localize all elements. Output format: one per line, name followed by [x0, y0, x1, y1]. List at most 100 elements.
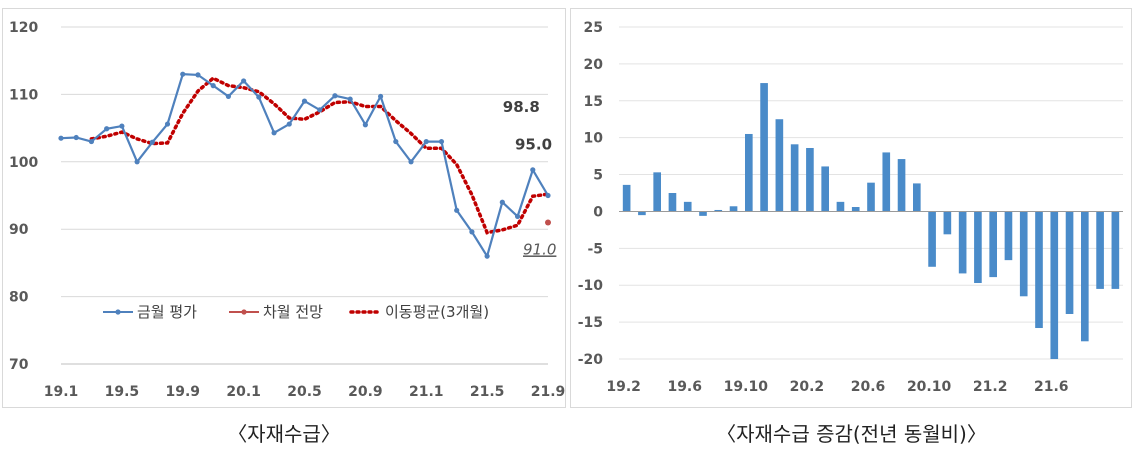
x-tick-label: 19.2: [606, 379, 641, 395]
bar: [1004, 211, 1013, 261]
x-tick-label: 19.6: [667, 379, 702, 395]
bar: [638, 211, 646, 216]
bar: [729, 206, 738, 212]
y-tick-label: -10: [578, 278, 604, 294]
series-monthly-point: [180, 71, 186, 77]
series-monthly-point: [347, 96, 353, 102]
bar-chart: -20 -15 -10 -5 0 5 10 15 20 25 19.2 19.6 19.10 20.2 20…: [578, 20, 1123, 395]
y-tick-label: 70: [9, 357, 29, 373]
bar: [683, 201, 692, 212]
series-monthly-point: [195, 72, 201, 78]
series-monthly-point: [286, 121, 292, 127]
y-tick-label: 120: [9, 20, 38, 36]
legend-moving-average-label: 이동평균(3개월): [385, 303, 489, 321]
line-chart: 70 80 90 100 110 120 19.1 19.5 19.9 20.1 20.5 20.9 2…: [9, 20, 566, 400]
series-monthly-point: [469, 229, 475, 235]
x-tick-label: 20.5: [287, 384, 322, 400]
y-tick-label: 110: [9, 87, 38, 103]
series-monthly-point: [393, 138, 399, 145]
y-tick-label: -15: [578, 315, 603, 331]
y-tick-label: 80: [9, 290, 29, 306]
y-tick-label: 20: [584, 57, 604, 73]
legend-monthly-label: 금월 평가: [137, 303, 197, 321]
series-monthly-point: [58, 135, 64, 141]
y-tick-label: 90: [9, 222, 29, 238]
series-monthly-point: [499, 199, 505, 205]
series-monthly-point: [88, 138, 95, 145]
x-tick-label: 21.1: [409, 384, 444, 400]
y-tick-label: -20: [578, 352, 604, 368]
legend-monthly-marker: [115, 309, 121, 315]
x-tick-label: 21.2: [973, 379, 1008, 395]
line-chart-caption: 〈자재수급〉: [227, 422, 341, 446]
series-monthly-point: [134, 159, 140, 165]
series-monthly-point: [73, 134, 79, 141]
series-monthly-point: [256, 94, 262, 100]
bar: [668, 193, 677, 212]
legend-forecast-marker: [241, 309, 247, 315]
x-tick-label: 20.2: [790, 379, 825, 395]
series-monthly-point: [454, 207, 460, 213]
x-tick-label: 19.10: [724, 379, 769, 395]
x-tick-label: 21.5: [470, 384, 505, 400]
data-label: 95.0: [515, 136, 552, 154]
x-tick-label: 21.9: [531, 384, 566, 400]
y-tick-label: 15: [584, 94, 603, 110]
x-tick-label: 21.6: [1034, 379, 1069, 395]
series-monthly-point: [332, 93, 338, 99]
bar: [1035, 211, 1043, 329]
series-monthly-point: [484, 253, 490, 259]
series-monthly-point: [119, 123, 125, 129]
bar: [821, 166, 829, 212]
series-forecast-point: [545, 219, 551, 226]
x-tick-label: 19.5: [105, 384, 140, 400]
bar: [851, 207, 860, 212]
series-monthly-point: [438, 138, 445, 145]
bar-chart-panel: -20 -15 -10 -5 0 5 10 15 20 25 19.2 19.6 19.10 20.2 20…: [570, 8, 1132, 408]
bar: [1081, 211, 1089, 342]
y-tick-label: 5: [593, 168, 603, 184]
series-monthly-point: [225, 93, 232, 100]
data-label: 98.8: [503, 98, 540, 116]
line-chart-panel: 70 80 90 100 110 120 19.1 19.5 19.9 20.1 20.5 20.9 2…: [2, 8, 566, 408]
series-monthly-point: [210, 83, 216, 89]
bar-chart-caption: 〈자재수급 증감(전년 동월비)〉: [716, 422, 987, 446]
series-monthly-point: [241, 78, 247, 84]
series-monthly-point: [301, 98, 308, 104]
bar: [806, 147, 814, 212]
x-tick-label: 20.10: [907, 379, 952, 395]
series-monthly-point: [530, 167, 536, 173]
bar: [867, 182, 875, 212]
bar: [714, 209, 723, 212]
series-monthly-point: [545, 192, 551, 199]
bar: [974, 211, 982, 284]
bar: [943, 211, 952, 235]
y-tick-label: 10: [584, 131, 604, 147]
bar: [882, 152, 891, 212]
series-monthly-point: [317, 107, 323, 113]
x-tick-label: 19.1: [44, 384, 79, 400]
bar: [790, 144, 799, 212]
bar: [989, 211, 997, 278]
bar: [1050, 211, 1059, 359]
series-monthly-point: [164, 121, 171, 127]
x-tick-label: 20.9: [348, 384, 383, 400]
y-tick-label: 0: [593, 204, 603, 220]
series-monthly-point: [514, 213, 521, 219]
bar: [1019, 211, 1028, 297]
bar: [760, 83, 768, 212]
y-tick-label: -5: [587, 241, 603, 257]
bar: [958, 211, 967, 274]
y-tick-label: 25: [584, 20, 603, 36]
data-label: 91.0: [523, 240, 556, 258]
bar: [622, 184, 631, 212]
series-monthly-point: [408, 159, 414, 165]
x-tick-label: 20.6: [851, 379, 886, 395]
x-tick-label: 19.9: [165, 384, 200, 400]
bar: [928, 211, 936, 267]
bar: [1111, 211, 1120, 289]
series-monthly-point: [377, 93, 384, 100]
x-tick-label: 20.1: [226, 384, 261, 400]
bar: [775, 119, 784, 212]
bar: [913, 183, 921, 212]
